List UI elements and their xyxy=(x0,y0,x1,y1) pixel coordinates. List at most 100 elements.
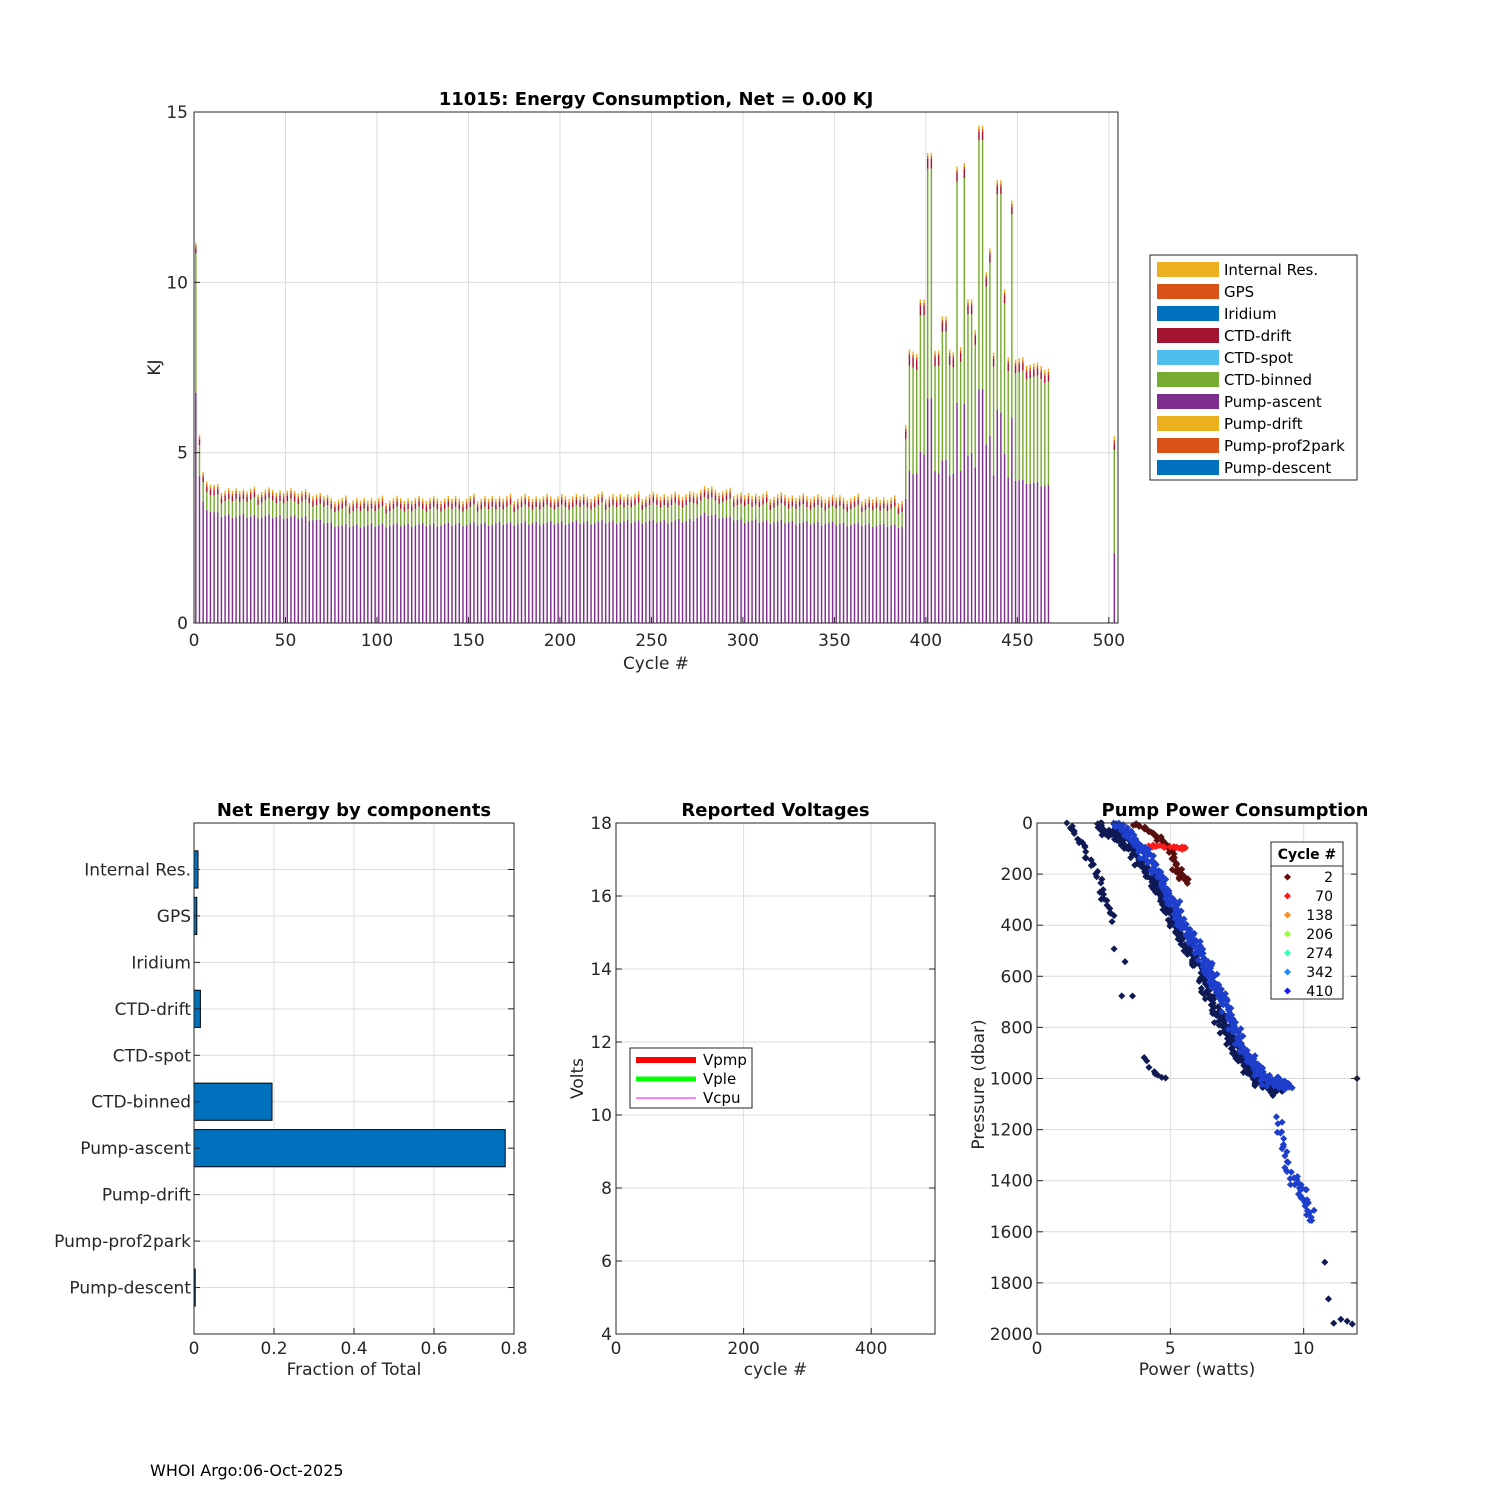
energy-bar-segment xyxy=(787,508,790,523)
energy-bar-segment xyxy=(370,500,373,504)
energy-bar-segment xyxy=(916,357,918,361)
energy-bar-segment xyxy=(465,504,468,510)
energy-bar-segment xyxy=(586,496,589,500)
energy-bar-segment xyxy=(722,517,724,623)
energy-bar-segment xyxy=(206,510,208,623)
energy-bar-segment xyxy=(802,496,805,500)
energy-bar-segment xyxy=(217,489,219,495)
pump-points xyxy=(1063,819,1361,1328)
energy-xtick-label: 450 xyxy=(1001,631,1033,651)
energy-bar-segment xyxy=(279,500,281,516)
energy-bar-segment xyxy=(297,496,300,499)
energy-bar-segment xyxy=(919,305,922,316)
energy-bar-segment xyxy=(751,495,753,499)
energy-bar-segment xyxy=(257,499,259,505)
energy-bar-segment xyxy=(937,350,940,354)
energy-bar-segment xyxy=(798,501,801,507)
energy-bar-segment xyxy=(1003,453,1006,623)
energy-bar-segment xyxy=(473,522,475,623)
energy-bar-segment xyxy=(553,509,556,525)
voltages-chart-title: Reported Voltages xyxy=(681,800,869,821)
energy-xtick-label: 250 xyxy=(635,631,667,651)
energy-bar-segment xyxy=(842,501,845,504)
energy-bar-segment xyxy=(897,503,900,507)
energy-bar-segment xyxy=(224,496,226,502)
energy-bar-segment xyxy=(436,501,439,504)
energy-bar-segment xyxy=(1029,370,1031,379)
energy-bar-segment xyxy=(400,503,402,509)
energy-bar-segment xyxy=(352,503,354,506)
energy-bar-segment xyxy=(604,509,607,524)
energy-bar-segment xyxy=(593,499,596,503)
energy-bar-segment xyxy=(421,522,424,623)
energy-bar-segment xyxy=(919,302,922,306)
energy-bar-segment xyxy=(579,502,581,508)
energy-bar-segment xyxy=(615,523,618,623)
pump-ytick-label: 1600 xyxy=(990,1223,1033,1243)
energy-bar-segment xyxy=(235,498,237,517)
energy-bar-segment xyxy=(754,504,757,520)
energy-bar-segment xyxy=(883,503,885,509)
energy-bar-segment xyxy=(209,490,212,496)
energy-bar-segment xyxy=(883,500,885,504)
energy-bar-segment xyxy=(597,499,600,505)
energy-bar-segment xyxy=(403,500,406,504)
energy-bar-segment xyxy=(425,511,428,527)
energy-bar-segment xyxy=(872,510,874,527)
energy-bar-segment xyxy=(572,507,574,522)
energy-bar-segment xyxy=(839,501,841,507)
energy-bar-segment xyxy=(798,506,801,524)
energy-bar-segment xyxy=(623,507,625,522)
components-category-label: CTD-binned xyxy=(91,1093,191,1113)
energy-bar-segment xyxy=(678,500,680,506)
energy-bar-segment xyxy=(421,509,424,523)
energy-bar-segment xyxy=(948,349,951,354)
energy-bar-segment xyxy=(820,507,823,526)
energy-bar-segment xyxy=(286,495,289,502)
energy-bar-segment xyxy=(206,486,208,493)
energy-bar-segment xyxy=(817,500,819,506)
energy-bar-segment xyxy=(392,503,395,509)
energy-bar-segment xyxy=(498,521,501,623)
energy-bar-segment xyxy=(674,520,676,623)
energy-bar-segment xyxy=(520,496,523,500)
energy-bar-segment xyxy=(747,521,750,623)
energy-bar-segment xyxy=(857,522,859,623)
energy-bar-segment xyxy=(356,503,358,509)
energy-bar-segment xyxy=(718,518,720,623)
energy-bar-segment xyxy=(634,499,636,505)
energy-bar-segment xyxy=(249,491,252,495)
energy-bar-segment xyxy=(465,501,468,505)
energy-bar-segment xyxy=(1000,194,1002,413)
energy-bar-segment xyxy=(1025,365,1028,370)
energy-bar-segment xyxy=(747,492,750,497)
energy-bar-segment xyxy=(765,494,768,498)
energy-bar-segment xyxy=(937,365,940,474)
energy-bar-segment xyxy=(696,504,698,519)
energy-bar-segment xyxy=(623,502,625,508)
energy-bar-segment xyxy=(271,492,274,496)
energy-bar-segment xyxy=(454,524,457,623)
energy-bar-segment xyxy=(586,520,589,623)
energy-bar-segment xyxy=(930,398,933,623)
energy-bar-segment xyxy=(714,495,717,501)
energy-bar-segment xyxy=(564,501,567,508)
energy-bar-segment xyxy=(506,496,508,500)
energy-bar-segment xyxy=(550,507,552,521)
energy-bar-segment xyxy=(462,511,464,527)
energy-bar-segment xyxy=(641,523,644,623)
energy-bar-segment xyxy=(542,496,545,500)
energy-bar-segment xyxy=(579,523,581,623)
energy-bar-segment xyxy=(392,498,395,502)
energy-bar-segment xyxy=(462,506,464,512)
energy-bar-segment xyxy=(231,493,234,497)
energy-xtick-label: 50 xyxy=(275,631,297,651)
energy-bar-segment xyxy=(436,508,439,527)
energy-bar-segment xyxy=(385,508,387,514)
components-category-label: Pump-ascent xyxy=(80,1139,191,1159)
energy-bar-segment xyxy=(1044,373,1046,376)
components-category-label: Pump-prof2park xyxy=(54,1232,191,1252)
energy-bar-segment xyxy=(586,499,589,503)
energy-bar-segment xyxy=(1044,369,1046,374)
energy-bar-segment xyxy=(839,498,841,502)
